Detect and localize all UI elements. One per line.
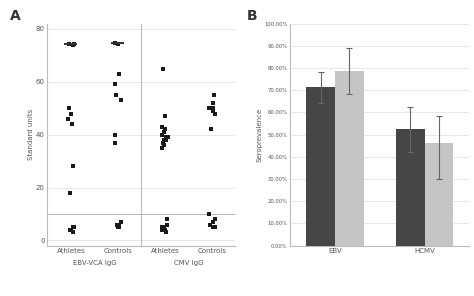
- Text: A: A: [9, 9, 20, 23]
- Bar: [425, 143, 453, 246]
- Point: [161, 114, 168, 118]
- Point: [205, 212, 213, 216]
- Point: [210, 93, 218, 97]
- Point: [158, 146, 166, 150]
- Point: [161, 127, 169, 132]
- Bar: [396, 129, 425, 246]
- Point: [111, 132, 119, 137]
- Point: [69, 225, 77, 230]
- Point: [205, 106, 213, 111]
- Point: [209, 220, 217, 224]
- Text: B: B: [246, 9, 257, 23]
- Point: [209, 101, 216, 105]
- Point: [70, 225, 78, 230]
- Point: [208, 127, 215, 132]
- Point: [112, 93, 119, 97]
- Point: [64, 116, 72, 121]
- Point: [115, 222, 122, 227]
- Point: [161, 227, 168, 232]
- Point: [69, 42, 77, 47]
- Point: [160, 225, 167, 230]
- X-axis label: CMV IgG: CMV IgG: [173, 260, 203, 266]
- Point: [117, 220, 125, 224]
- Point: [113, 222, 121, 227]
- Point: [67, 111, 75, 116]
- Point: [164, 135, 172, 140]
- Point: [206, 222, 214, 227]
- Point: [69, 164, 77, 169]
- Point: [163, 222, 171, 227]
- X-axis label: EBV-VCA IgG: EBV-VCA IgG: [73, 260, 116, 266]
- Point: [162, 230, 169, 235]
- Y-axis label: Seroprevalence: Seroprevalence: [257, 107, 263, 162]
- Point: [209, 109, 217, 113]
- Point: [158, 132, 166, 137]
- Point: [114, 225, 122, 230]
- Point: [209, 225, 217, 230]
- Point: [68, 227, 75, 232]
- Bar: [306, 87, 335, 246]
- Point: [211, 217, 219, 222]
- Point: [160, 66, 167, 71]
- Point: [112, 140, 119, 145]
- Point: [160, 130, 168, 134]
- Point: [114, 41, 122, 46]
- Point: [66, 227, 73, 232]
- Point: [162, 138, 170, 142]
- Y-axis label: Standard units: Standard units: [28, 109, 34, 160]
- Point: [111, 82, 118, 87]
- Point: [158, 225, 165, 230]
- Point: [211, 111, 219, 116]
- Point: [163, 217, 171, 222]
- Point: [210, 106, 217, 111]
- Point: [211, 225, 219, 230]
- Point: [115, 225, 123, 230]
- Point: [65, 106, 73, 111]
- Point: [161, 138, 168, 142]
- Point: [111, 40, 119, 45]
- Point: [158, 227, 166, 232]
- Point: [160, 143, 167, 148]
- Point: [160, 140, 167, 145]
- Point: [162, 135, 170, 140]
- Point: [69, 230, 76, 235]
- Point: [70, 41, 78, 46]
- Point: [67, 190, 74, 195]
- Point: [65, 42, 73, 47]
- Point: [68, 122, 76, 126]
- Point: [158, 132, 166, 137]
- Point: [117, 98, 125, 103]
- Point: [115, 72, 122, 76]
- Point: [158, 146, 166, 150]
- Bar: [335, 71, 364, 246]
- Point: [158, 124, 166, 129]
